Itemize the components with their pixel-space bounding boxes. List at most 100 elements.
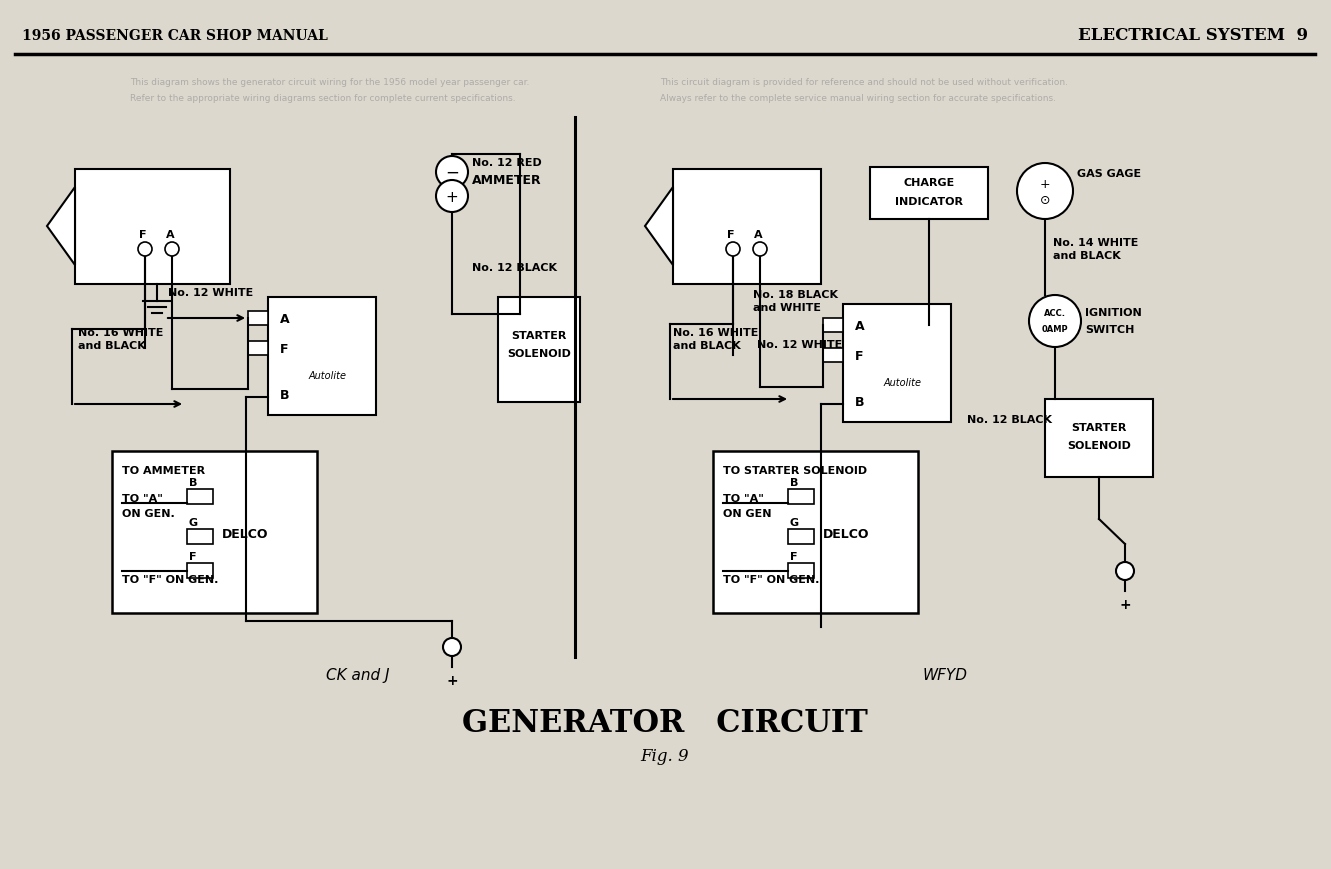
Text: No. 12 RED: No. 12 RED <box>473 158 542 168</box>
Text: ON GEN.: ON GEN. <box>122 508 174 519</box>
Circle shape <box>437 181 469 213</box>
Text: IGNITION: IGNITION <box>1085 308 1142 318</box>
Text: This diagram shows the generator circuit wiring for the 1956 model year passenge: This diagram shows the generator circuit… <box>130 78 530 87</box>
Text: G: G <box>189 517 198 527</box>
Text: +: + <box>1119 597 1131 611</box>
Bar <box>112 452 317 614</box>
Bar <box>75 169 230 285</box>
Circle shape <box>1017 164 1073 220</box>
Bar <box>673 169 821 285</box>
Text: No. 12 BLACK: No. 12 BLACK <box>968 415 1051 425</box>
Text: F: F <box>791 551 797 561</box>
Text: SOLENOID: SOLENOID <box>507 348 571 359</box>
Bar <box>823 348 843 362</box>
Text: 1956 PASSENGER CAR SHOP MANUAL: 1956 PASSENGER CAR SHOP MANUAL <box>23 29 327 43</box>
Bar <box>268 298 375 415</box>
Text: ⊙: ⊙ <box>1040 193 1050 206</box>
Text: F: F <box>140 229 146 240</box>
Bar <box>186 563 213 579</box>
Circle shape <box>1029 295 1081 348</box>
Text: Refer to the appropriate wiring diagrams section for complete current specificat: Refer to the appropriate wiring diagrams… <box>130 94 515 103</box>
Text: F: F <box>189 551 197 561</box>
Bar <box>498 298 580 402</box>
Text: G: G <box>791 517 799 527</box>
Bar <box>788 489 815 504</box>
Text: +: + <box>446 673 458 687</box>
Text: No. 16 WHITE: No. 16 WHITE <box>673 328 759 338</box>
Text: +: + <box>1040 178 1050 191</box>
Bar <box>823 319 843 333</box>
Circle shape <box>165 242 178 256</box>
Text: A: A <box>165 229 174 240</box>
Text: TO "F" ON GEN.: TO "F" ON GEN. <box>723 574 820 584</box>
Text: TO "A": TO "A" <box>723 494 764 503</box>
Circle shape <box>443 638 461 656</box>
Text: and BLACK: and BLACK <box>673 341 741 350</box>
Text: No. 18 BLACK: No. 18 BLACK <box>753 289 839 300</box>
Text: WFYD: WFYD <box>922 667 968 682</box>
Text: CK and J: CK and J <box>326 667 390 682</box>
Text: B: B <box>189 477 197 488</box>
Text: Autolite: Autolite <box>884 377 922 388</box>
Bar <box>843 305 952 422</box>
Text: GENERATOR   CIRCUIT: GENERATOR CIRCUIT <box>462 707 868 738</box>
Text: B: B <box>855 396 865 409</box>
Text: F: F <box>855 350 864 363</box>
Text: B: B <box>791 477 799 488</box>
Text: F: F <box>280 343 289 356</box>
Bar <box>248 342 268 355</box>
Bar <box>788 529 815 544</box>
Text: This circuit diagram is provided for reference and should not be used without ve: This circuit diagram is provided for ref… <box>660 78 1067 87</box>
Text: Fig. 9: Fig. 9 <box>640 747 689 764</box>
Text: +: + <box>446 189 458 204</box>
Text: TO AMMETER: TO AMMETER <box>122 466 205 475</box>
Text: AMMETER: AMMETER <box>473 173 542 186</box>
Circle shape <box>725 242 740 256</box>
Text: TO STARTER SOLENOID: TO STARTER SOLENOID <box>723 466 866 475</box>
Text: Always refer to the complete service manual wiring section for accurate specific: Always refer to the complete service man… <box>660 94 1055 103</box>
Text: STARTER: STARTER <box>511 330 567 341</box>
Text: TO "F" ON GEN.: TO "F" ON GEN. <box>122 574 218 584</box>
Text: ACC.: ACC. <box>1044 309 1066 318</box>
Text: SOLENOID: SOLENOID <box>1067 441 1131 450</box>
Text: INDICATOR: INDICATOR <box>894 196 964 207</box>
Text: ELECTRICAL SYSTEM  9: ELECTRICAL SYSTEM 9 <box>1078 28 1308 44</box>
Text: No. 12 BLACK: No. 12 BLACK <box>473 262 556 273</box>
Text: GAS GAGE: GAS GAGE <box>1077 169 1141 179</box>
Bar <box>186 529 213 544</box>
Bar <box>870 168 988 220</box>
Text: B: B <box>280 389 290 402</box>
Text: and BLACK: and BLACK <box>79 341 146 350</box>
Circle shape <box>437 156 469 189</box>
Bar <box>1045 400 1153 477</box>
Text: STARTER: STARTER <box>1071 422 1126 433</box>
Text: No. 12 WHITE: No. 12 WHITE <box>168 288 253 298</box>
Circle shape <box>138 242 152 256</box>
Bar <box>713 452 918 614</box>
Text: CHARGE: CHARGE <box>904 178 954 188</box>
Text: SWITCH: SWITCH <box>1085 325 1134 335</box>
Text: DELCO: DELCO <box>823 527 869 541</box>
Text: ON GEN: ON GEN <box>723 508 772 519</box>
Text: No. 12 WHITE: No. 12 WHITE <box>757 340 843 349</box>
Text: No. 16 WHITE: No. 16 WHITE <box>79 328 164 338</box>
Text: A: A <box>753 229 763 240</box>
Text: −: − <box>445 164 459 182</box>
Text: Autolite: Autolite <box>309 370 347 381</box>
Text: 0AMP: 0AMP <box>1042 325 1069 334</box>
Text: A: A <box>280 313 290 326</box>
Bar <box>186 489 213 504</box>
Text: TO "A": TO "A" <box>122 494 162 503</box>
Text: and WHITE: and WHITE <box>753 302 821 313</box>
Circle shape <box>753 242 767 256</box>
Text: No. 14 WHITE: No. 14 WHITE <box>1053 238 1138 248</box>
Bar <box>788 563 815 579</box>
Polygon shape <box>646 188 673 266</box>
Circle shape <box>1115 562 1134 580</box>
Text: A: A <box>855 320 865 333</box>
Bar <box>248 312 268 326</box>
Polygon shape <box>47 188 75 266</box>
Text: F: F <box>727 229 735 240</box>
Text: and BLACK: and BLACK <box>1053 251 1121 261</box>
Text: DELCO: DELCO <box>222 527 269 541</box>
